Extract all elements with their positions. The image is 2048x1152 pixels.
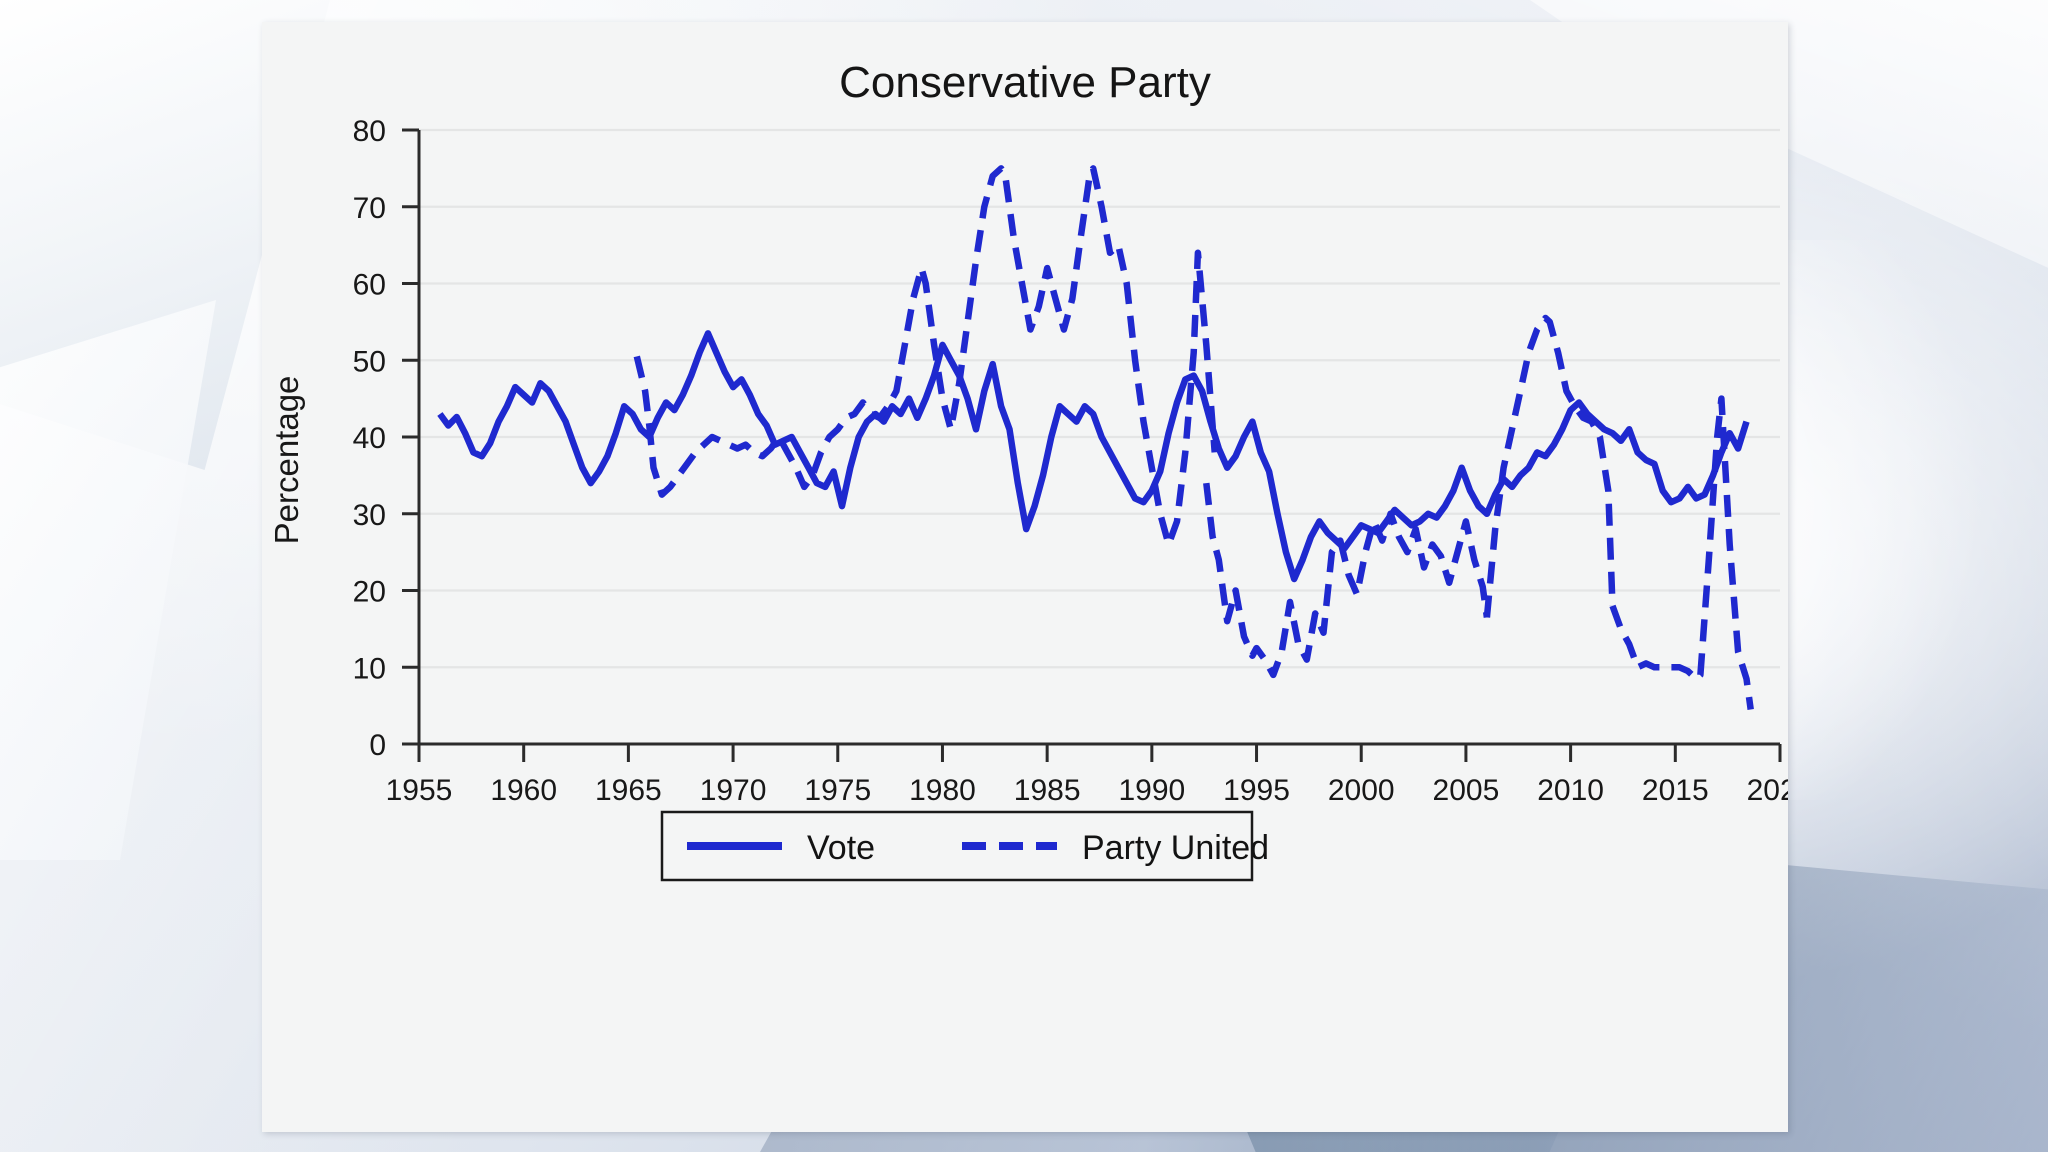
chart-background (262, 22, 1788, 1132)
y-tick-label-70: 70 (353, 192, 386, 225)
series-party-united-segment-3 (1483, 314, 1616, 618)
grid-lines (419, 128, 1780, 746)
y-tick-label-60: 60 (353, 269, 386, 302)
x-tick-label-1960: 1960 (490, 774, 557, 807)
y-tick-label-0: 0 (369, 729, 386, 762)
legend-label-vote: Vote (807, 829, 875, 867)
background-shape-left (0, 300, 216, 860)
x-tick-label-2005: 2005 (1433, 774, 1500, 807)
x-tick-label-2010: 2010 (1537, 774, 1604, 807)
y-tick-label-20: 20 (353, 576, 386, 609)
x-tick-label-1980: 1980 (909, 774, 976, 807)
y-tick-label-40: 40 (353, 422, 386, 455)
x-axis-ticks: 1955 1960 1965 1970 1975 1980 1985 1990 1995 2000… (386, 744, 1788, 807)
x-tick-label-1995: 1995 (1223, 774, 1290, 807)
series-party-united-segment-2 (1203, 482, 1491, 679)
x-tick-label-1955: 1955 (386, 774, 453, 807)
series-party-united-segment-1 (633, 165, 1218, 548)
chart-title: Conservative Party (839, 58, 1211, 107)
y-tick-label-10: 10 (353, 652, 386, 685)
y-axis-ticks: 0 10 20 30 40 50 60 70 80 (353, 115, 419, 762)
series-vote (437, 330, 1750, 583)
y-tick-label-80: 80 (353, 115, 386, 148)
x-tick-label-2015: 2015 (1642, 774, 1709, 807)
y-tick-label-50: 50 (353, 345, 386, 378)
x-tick-label-1990: 1990 (1118, 774, 1185, 807)
x-tick-label-2000: 2000 (1328, 774, 1395, 807)
line-chart: Conservative Party 0 10 20 30 40 50 60 70 80 195… (262, 22, 1788, 1132)
y-tick-label-30: 30 (353, 499, 386, 532)
series-layer (437, 165, 1754, 710)
legend-label-party-united: Party United (1082, 829, 1269, 867)
x-tick-label-1970: 1970 (700, 774, 767, 807)
chart-legend: Vote Party United (660, 810, 1269, 882)
series-party-united-segment-4 (1609, 395, 1754, 710)
y-axis-title: Percentage (268, 376, 305, 545)
x-tick-label-1975: 1975 (804, 774, 871, 807)
chart-panel: Conservative Party 0 10 20 30 40 50 60 70 80 195… (262, 22, 1788, 1132)
x-tick-label-1965: 1965 (595, 774, 662, 807)
x-tick-label-2020: 2020 (1747, 774, 1788, 807)
x-tick-label-1985: 1985 (1014, 774, 1081, 807)
